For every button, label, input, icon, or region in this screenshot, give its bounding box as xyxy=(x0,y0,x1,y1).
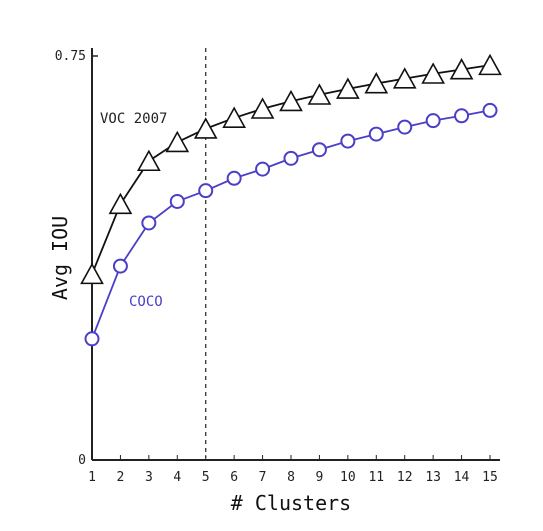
point-voc-2007 xyxy=(165,130,190,153)
series-labels: VOC 2007 COCO xyxy=(100,111,167,310)
x-tick-label: 13 xyxy=(425,470,441,485)
x-ticks: 1 2 3 4 5 6 7 8 9 10 11 12 13 14 15 xyxy=(88,455,498,485)
point-voc-2007 xyxy=(80,262,104,285)
x-tick-label: 3 xyxy=(145,470,153,485)
x-tick-label: 7 xyxy=(259,470,267,485)
point-voc-2007 xyxy=(137,149,161,172)
point-voc-2007 xyxy=(449,58,474,80)
point-voc-2007 xyxy=(279,89,303,112)
point-coco xyxy=(141,215,157,231)
series-group xyxy=(80,53,502,347)
point-coco xyxy=(425,113,441,129)
point-coco xyxy=(482,102,498,118)
y-tick-label: 0 xyxy=(78,453,86,468)
point-coco xyxy=(368,126,384,142)
x-axis-title: # Clusters xyxy=(231,491,351,515)
x-tick-label: 1 xyxy=(88,470,96,485)
point-voc-2007 xyxy=(307,83,332,105)
point-coco xyxy=(198,183,214,199)
x-tick-label: 15 xyxy=(482,470,498,485)
y-tick-label: 0.75 xyxy=(55,49,86,64)
point-voc-2007 xyxy=(193,117,218,139)
x-tick-label: 6 xyxy=(230,470,238,485)
point-coco xyxy=(84,331,100,347)
point-voc-2007 xyxy=(364,72,389,94)
x-tick-label: 14 xyxy=(454,470,470,485)
point-coco xyxy=(311,142,327,158)
x-tick-label: 9 xyxy=(316,470,324,485)
point-voc-2007 xyxy=(250,97,275,119)
point-voc-2007 xyxy=(108,192,133,215)
point-voc-2007 xyxy=(222,106,246,128)
axes xyxy=(91,48,500,461)
point-coco xyxy=(283,150,299,166)
x-tick-label: 5 xyxy=(202,470,210,485)
point-voc-2007 xyxy=(392,67,417,89)
x-tick-label: 2 xyxy=(117,470,125,485)
point-coco xyxy=(255,161,271,177)
series-label-voc-2007: VOC 2007 xyxy=(100,111,167,127)
x-tick-label: 4 xyxy=(173,470,181,485)
series-label-coco: COCO xyxy=(129,294,163,310)
x-tick-label: 10 xyxy=(340,470,356,485)
point-coco xyxy=(169,193,185,209)
x-tick-label: 12 xyxy=(397,470,413,485)
x-tick-label: 11 xyxy=(368,470,384,485)
point-voc-2007 xyxy=(336,77,360,99)
point-coco xyxy=(397,119,413,135)
x-tick-label: 8 xyxy=(287,470,295,485)
y-axis-title: Avg IOU xyxy=(48,216,72,300)
y-ticks: 00.75 xyxy=(55,49,98,468)
point-coco xyxy=(340,133,356,149)
point-coco xyxy=(112,258,128,274)
point-voc-2007 xyxy=(478,53,502,76)
point-coco xyxy=(226,170,242,186)
point-voc-2007 xyxy=(421,62,445,84)
point-coco xyxy=(454,108,470,124)
